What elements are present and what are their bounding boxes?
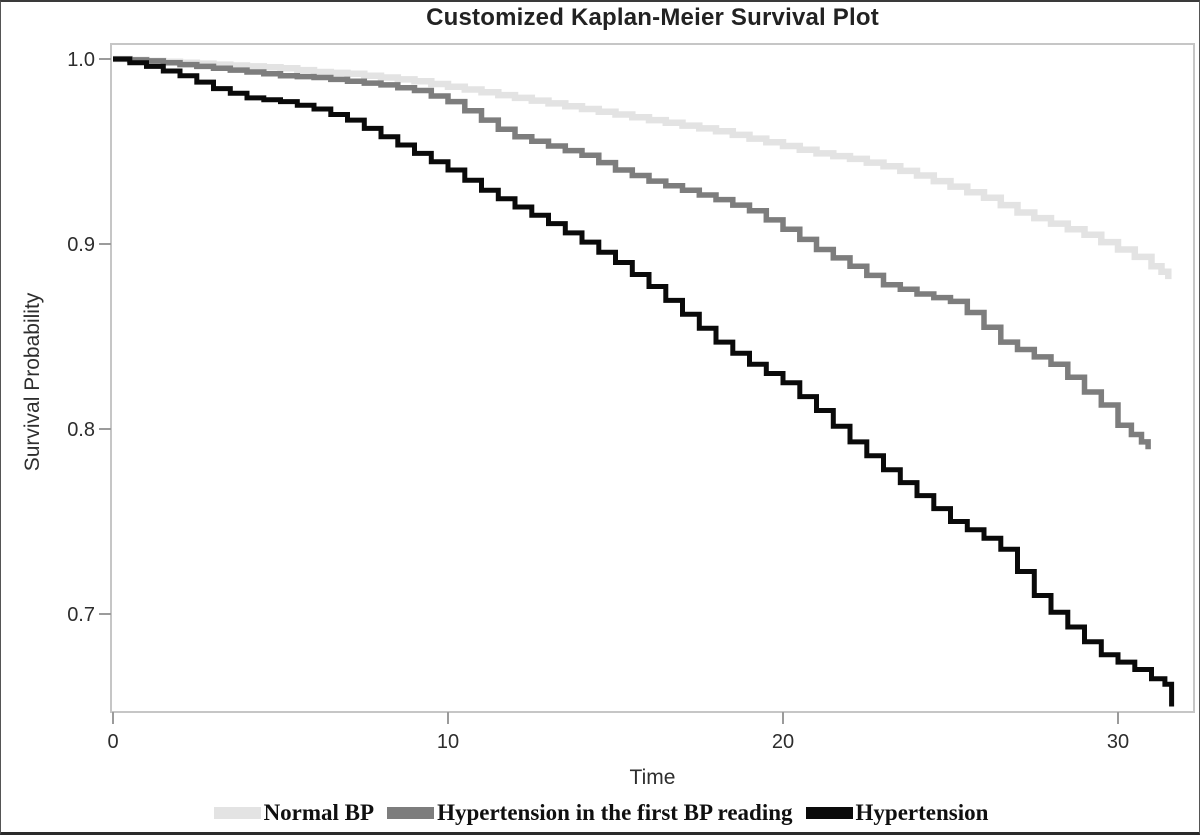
legend-label: Hypertension [855, 800, 989, 825]
legend-label: Hypertension in the first BP reading [437, 800, 793, 825]
y-tick-label: 0.7 [67, 604, 95, 626]
legend-item-hypertension-first-reading: Hypertension in the first BP reading [387, 800, 793, 826]
x-tick-label: 0 [107, 731, 118, 753]
y-tick-label: 1.0 [67, 49, 95, 71]
km-curve-hypertension [113, 56, 1175, 707]
x-tick-label: 10 [437, 731, 459, 753]
legend-item-hypertension: Hypertension [805, 800, 989, 826]
x-tick-label: 30 [1107, 731, 1129, 753]
y-tick-marks [99, 58, 111, 615]
legend-label: Normal BP [263, 800, 375, 825]
legend-swatch-hypertension [805, 807, 853, 819]
x-tick-label: 20 [772, 731, 794, 753]
legend-item-normal-bp: Normal BP [213, 800, 375, 826]
chart-title: Customized Kaplan-Meier Survival Plot [426, 4, 879, 31]
y-tick-label: 0.8 [67, 419, 95, 441]
km-curve-hypertension-in-the-first-bp-reading [113, 56, 1151, 450]
curves-layer [113, 55, 1175, 707]
legend-swatch-hypertension-first-reading [387, 807, 435, 819]
x-axis-title: Time [629, 766, 676, 789]
legend: Normal BP Hypertension in the first BP r… [1, 794, 1199, 832]
x-tick-marks [112, 712, 1119, 724]
legend-swatch-normal-bp [213, 807, 261, 819]
km-curve-normal-bp [113, 55, 1172, 280]
y-tick-label: 0.9 [67, 234, 95, 256]
plot-frame [110, 43, 1195, 713]
